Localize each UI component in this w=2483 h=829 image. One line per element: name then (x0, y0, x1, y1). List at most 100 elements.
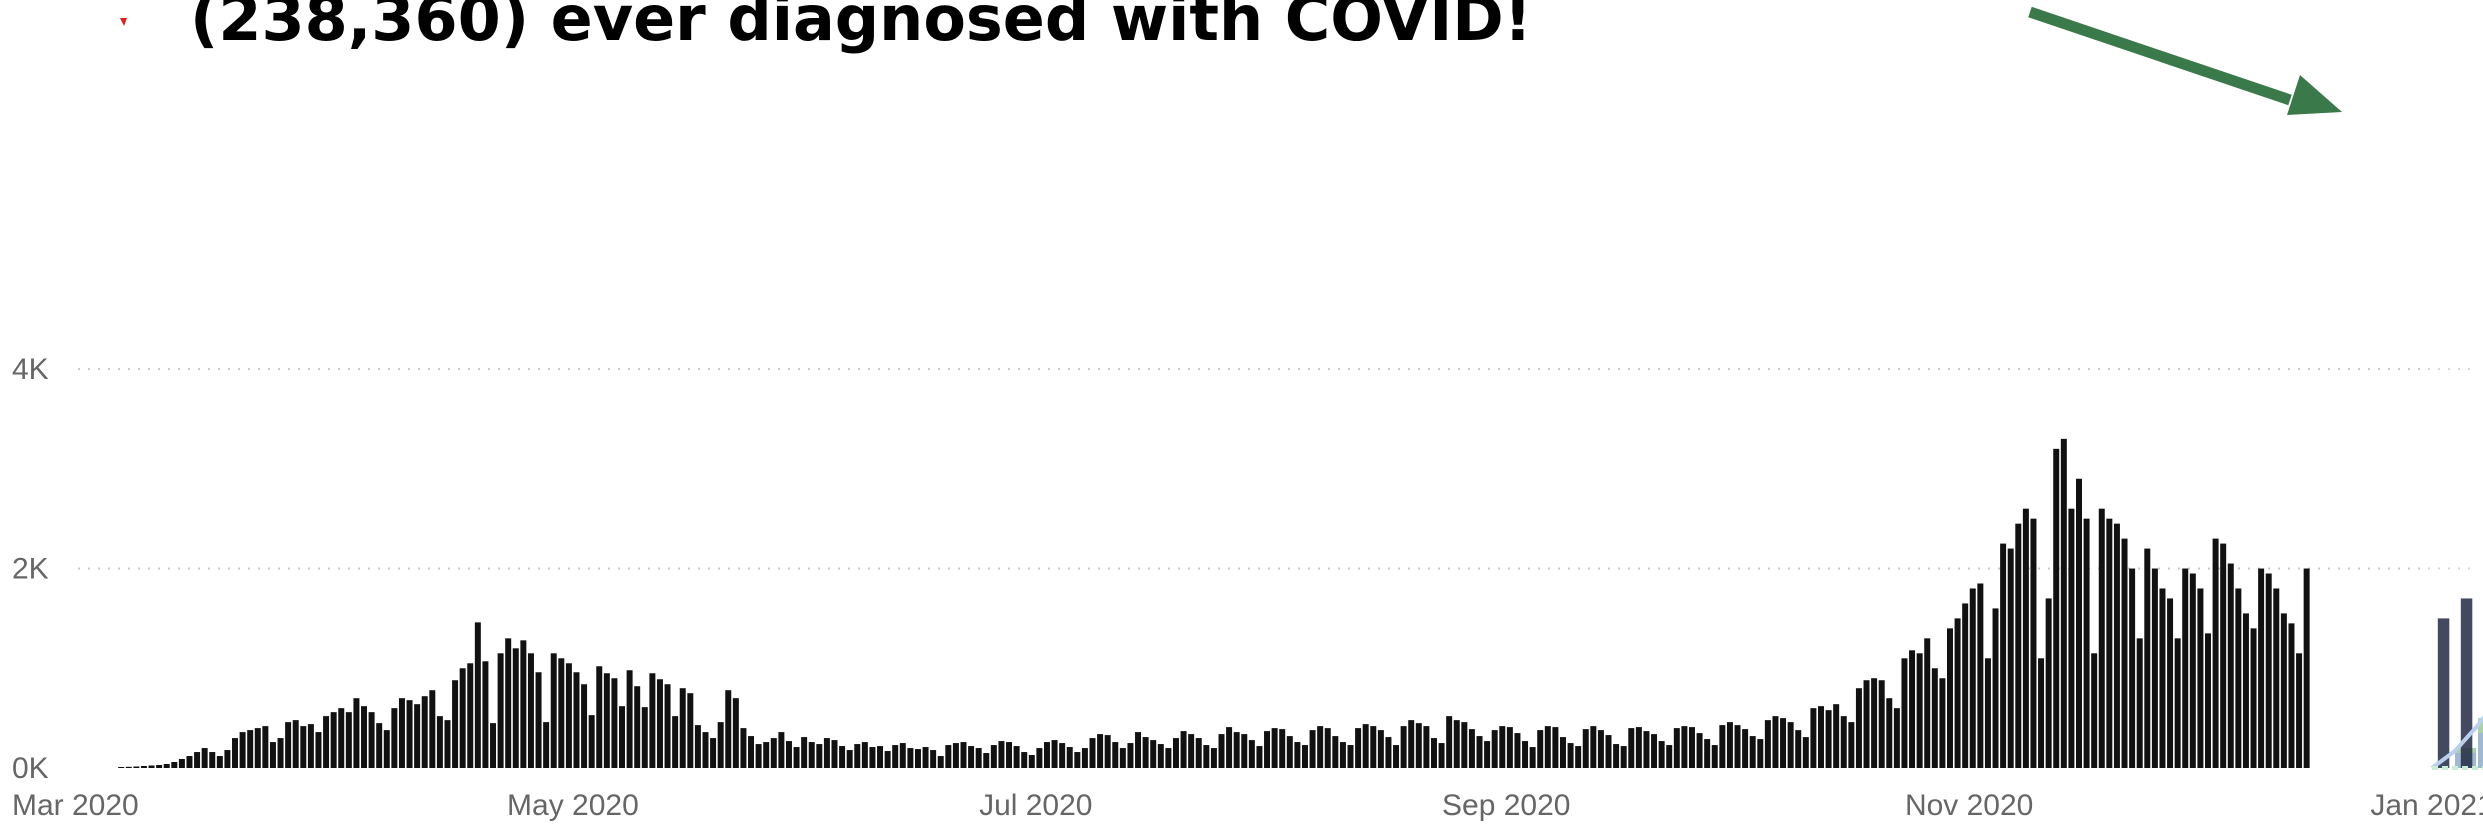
case-bar (1582, 729, 1589, 768)
case-bar (649, 673, 656, 768)
case-bar (1430, 738, 1437, 768)
case-bar (444, 720, 451, 768)
case-bar (1301, 745, 1308, 768)
case-bar (2280, 613, 2287, 768)
case-bar (1666, 745, 1673, 768)
case-bar (785, 741, 792, 768)
case-bar (1992, 608, 1999, 768)
case-bar (846, 750, 853, 768)
case-bar (808, 742, 815, 768)
case-bar (634, 686, 641, 768)
case-bar (596, 666, 603, 768)
case-bar (581, 684, 588, 768)
overlay-case-bar (2460, 598, 2473, 768)
case-bar (224, 750, 231, 768)
case-bar (1893, 708, 1900, 768)
case-bar (1605, 735, 1612, 768)
case-bar (2045, 598, 2052, 768)
case-bar (2091, 653, 2098, 768)
case-bar (1233, 732, 1240, 768)
case-bar (1059, 743, 1066, 768)
case-bar (2273, 588, 2280, 768)
case-bar (801, 737, 808, 768)
case-bar (1977, 583, 1984, 768)
case-bar (429, 690, 436, 768)
case-bar (748, 736, 755, 768)
case-bar (1946, 628, 1953, 768)
case-bar (1051, 740, 1058, 768)
case-bar (2106, 518, 2113, 768)
case-bar (474, 622, 481, 768)
case-bar (2121, 538, 2128, 768)
case-bar (125, 766, 132, 768)
case-bar (945, 745, 952, 768)
case-bar (2007, 548, 2014, 768)
case-bar (1438, 743, 1445, 768)
case-bar (1309, 730, 1316, 768)
y-tick-labels: 0K 2K 4K (12, 353, 49, 785)
case-bar (2151, 568, 2158, 768)
case-bar (1370, 726, 1377, 768)
vaccinated-blue-bar (2478, 733, 2483, 768)
case-bar (914, 749, 921, 768)
case-bar (171, 762, 178, 768)
case-bar (983, 753, 990, 768)
case-bar (1711, 745, 1718, 768)
case-bar (361, 706, 368, 768)
case-bar (1787, 722, 1794, 768)
case-bar (497, 653, 504, 768)
case-bar (269, 742, 276, 768)
headline: (238,360) ever diagnosed with COVID! (190, 0, 1533, 55)
case-bar (603, 673, 610, 768)
case-bar (1491, 730, 1498, 768)
case-bar (1795, 730, 1802, 768)
case-bar (1863, 680, 1870, 768)
case-bar (527, 653, 534, 768)
case-bar (285, 722, 292, 768)
case-bar (1780, 718, 1787, 768)
case-bar (1969, 588, 1976, 768)
case-bar (140, 766, 147, 768)
case-bar (2250, 628, 2257, 768)
case-bar (930, 750, 937, 768)
case-bar (778, 732, 785, 768)
case-bar (763, 742, 770, 768)
case-bar (861, 742, 868, 768)
case-bar (520, 640, 527, 768)
case-bar (1544, 726, 1551, 768)
case-bar (1871, 678, 1878, 768)
case-bar (391, 708, 398, 768)
case-bar (209, 752, 216, 768)
case-bar (1719, 725, 1726, 768)
case-bar (573, 672, 580, 768)
case-bar (1324, 728, 1331, 768)
case-bar (1006, 742, 1013, 768)
case-bar (550, 653, 557, 768)
arrow-head (2287, 75, 2342, 115)
case-bar (907, 748, 914, 768)
case-bar (2060, 438, 2067, 768)
case-bar (2068, 508, 2075, 768)
case-bar (937, 756, 944, 768)
case-bar (376, 723, 383, 768)
case-bar (1355, 728, 1362, 768)
case-bar (2053, 448, 2060, 768)
case-bar (482, 661, 489, 768)
case-bar (1119, 748, 1126, 768)
case-bar (626, 670, 633, 768)
case-bar (952, 743, 959, 768)
case-bar (292, 720, 299, 768)
case-bar (1218, 734, 1225, 768)
case-bar (611, 678, 618, 768)
case-bar (1408, 720, 1415, 768)
case-bar (1726, 722, 1733, 768)
case-bar (2212, 538, 2219, 768)
case-bar (2076, 478, 2082, 768)
x-tick-label: Sep 2020 (1442, 789, 1570, 822)
case-bar (178, 759, 185, 768)
case-bar (1855, 688, 1862, 768)
case-bar (1742, 729, 1749, 768)
case-bar (1210, 748, 1217, 768)
case-bar (1597, 730, 1604, 768)
case-bar (406, 700, 413, 768)
